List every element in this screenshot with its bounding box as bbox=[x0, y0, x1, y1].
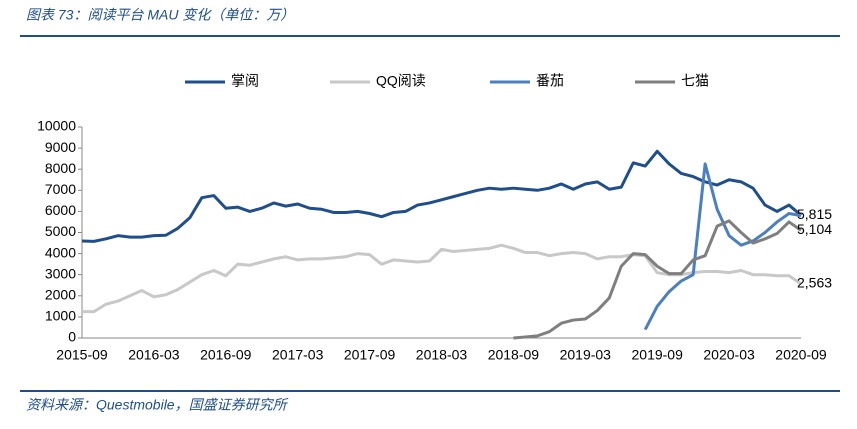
x-tick-label: 2018-03 bbox=[416, 347, 468, 363]
y-tick-label: 7000 bbox=[45, 181, 76, 197]
y-tick-label: 4000 bbox=[45, 244, 76, 260]
y-tick-label: 6000 bbox=[45, 202, 76, 218]
source-note: 资料来源：Questmobile，国盛证券研究所 bbox=[26, 397, 289, 413]
legend-label: 番茄 bbox=[536, 73, 564, 89]
y-tick-label: 10000 bbox=[37, 118, 76, 134]
series-line bbox=[81, 149, 802, 243]
x-tick-label: 2016-03 bbox=[128, 347, 180, 363]
y-tick-label: 8000 bbox=[45, 160, 76, 176]
x-tick-label: 2016-09 bbox=[200, 347, 252, 363]
chart-title: 图表 73：阅读平台 MAU 变化（单位：万） bbox=[26, 7, 294, 23]
x-tick-label: 2015-09 bbox=[56, 347, 108, 363]
data-label: 5,104 bbox=[797, 221, 832, 237]
series-line bbox=[643, 162, 802, 331]
x-tick-label: 2017-03 bbox=[272, 347, 324, 363]
y-tick-label: 9000 bbox=[45, 139, 76, 155]
legend-label: 掌阅 bbox=[231, 73, 259, 89]
x-tick-label: 2018-09 bbox=[488, 347, 540, 363]
legend-label: QQ阅读 bbox=[376, 73, 426, 89]
series-line bbox=[513, 219, 802, 340]
y-tick-label: 1000 bbox=[45, 308, 76, 324]
x-tick-label: 2019-09 bbox=[632, 347, 684, 363]
x-tick-label: 2017-09 bbox=[344, 347, 396, 363]
y-tick-label: 5000 bbox=[45, 223, 76, 239]
legend-label: 七猫 bbox=[681, 73, 709, 89]
x-tick-label: 2020-09 bbox=[775, 347, 827, 363]
x-tick-label: 2019-03 bbox=[560, 347, 612, 363]
y-tick-label: 0 bbox=[68, 329, 76, 345]
series-line bbox=[82, 243, 802, 314]
y-tick-label: 2000 bbox=[45, 287, 76, 303]
data-label: 2,563 bbox=[797, 275, 832, 291]
data-label: 5,815 bbox=[797, 206, 832, 222]
x-tick-label: 2020-03 bbox=[703, 347, 755, 363]
y-tick-label: 3000 bbox=[45, 265, 76, 281]
